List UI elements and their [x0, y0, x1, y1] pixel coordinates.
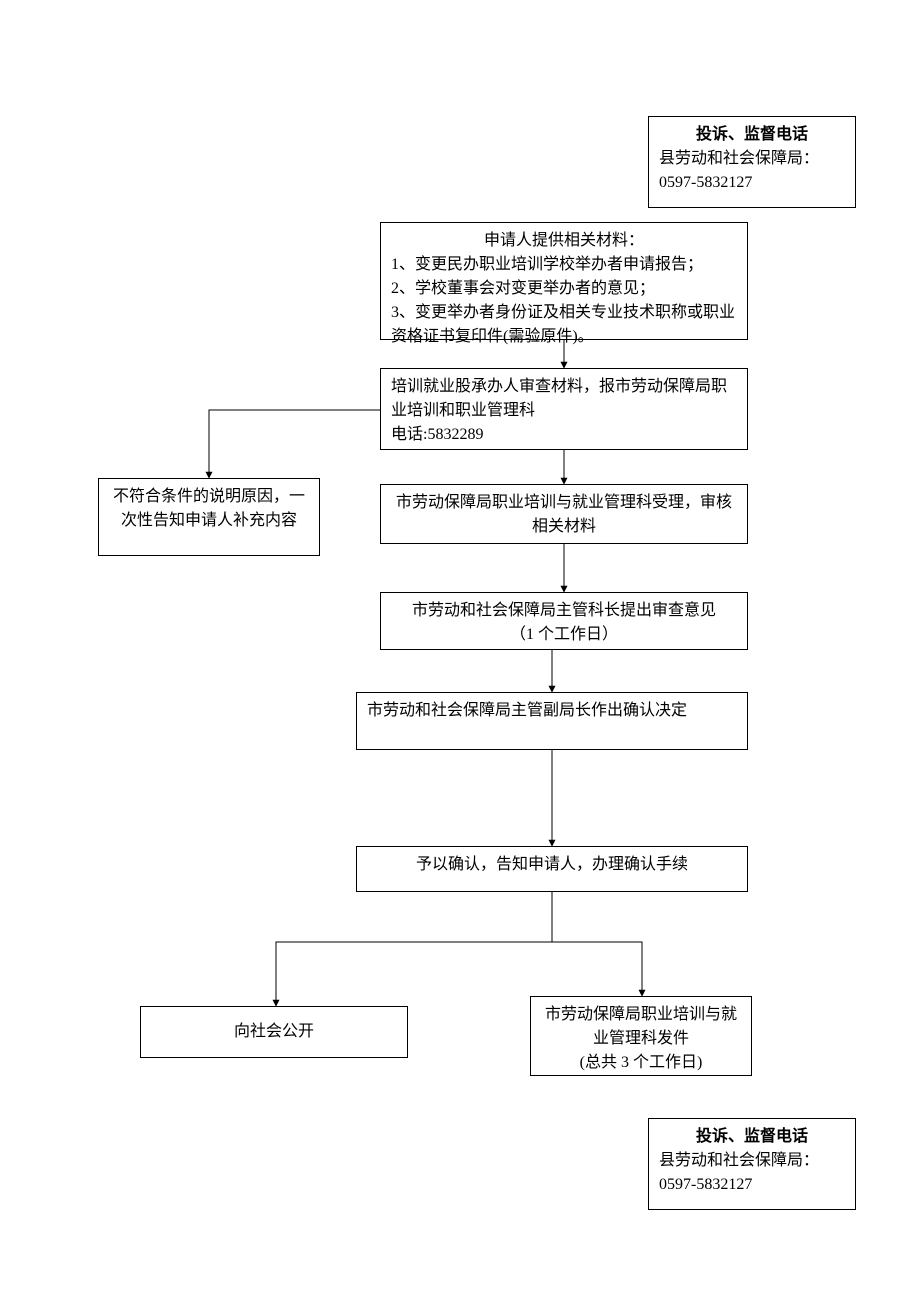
n3-l1: 不符合条件的说明原因，一次性告知申请人补充内容: [109, 485, 309, 533]
contact-top-line1: 县劳动和社会保障局：: [659, 147, 845, 171]
contact-bottom-line1: 县劳动和社会保障局：: [659, 1149, 845, 1173]
node-reject-notify: 不符合条件的说明原因，一次性告知申请人补充内容: [98, 478, 320, 556]
flowchart-canvas: 投诉、监督电话 县劳动和社会保障局： 0597-5832127 申请人提供相关材…: [0, 0, 920, 1302]
node-issue-document: 市劳动保障局职业培训与就业管理科发件 (总共 3 个工作日): [530, 996, 752, 1076]
node-deputy-director-decision: 市劳动和社会保障局主管副局长作出确认决定: [356, 692, 748, 750]
n2-l2: 电话:5832289: [391, 423, 737, 447]
contact-bottom-line2: 0597-5832127: [659, 1173, 845, 1197]
n9-l2: (总共 3 个工作日): [541, 1051, 741, 1075]
contact-top-line2: 0597-5832127: [659, 171, 845, 195]
node-publish: 向社会公开: [140, 1006, 408, 1058]
contact-bottom-heading: 投诉、监督电话: [659, 1125, 845, 1149]
n9-l1: 市劳动保障局职业培训与就业管理科发件: [541, 1003, 741, 1051]
contact-box-top: 投诉、监督电话 县劳动和社会保障局： 0597-5832127: [648, 116, 856, 208]
n1-title: 申请人提供相关材料：: [391, 229, 737, 253]
node-confirm-notify: 予以确认，告知申请人，办理确认手续: [356, 846, 748, 892]
node-section-chief-opinion: 市劳动和社会保障局主管科长提出审查意见 （1 个工作日）: [380, 592, 748, 650]
n5-l2: （1 个工作日）: [391, 623, 737, 647]
contact-top-heading: 投诉、监督电话: [659, 123, 845, 147]
n4-l1: 市劳动保障局职业培训与就业管理科受理，审核相关材料: [391, 491, 737, 539]
n1-l2: 2、学校董事会对变更举办者的意见；: [391, 277, 737, 301]
n7-l1: 予以确认，告知申请人，办理确认手续: [367, 853, 737, 877]
n6-l1: 市劳动和社会保障局主管副局长作出确认决定: [367, 699, 737, 723]
n2-l1: 培训就业股承办人审查材料，报市劳动保障局职业培训和职业管理科: [391, 375, 737, 423]
n1-l3: 3、变更举办者身份证及相关专业技术职称或职业资格证书复印件(需验原件)。: [391, 301, 737, 349]
n1-l1: 1、变更民办职业培训学校举办者申请报告；: [391, 253, 737, 277]
contact-box-bottom: 投诉、监督电话 县劳动和社会保障局： 0597-5832127: [648, 1118, 856, 1210]
node-review-submit: 培训就业股承办人审查材料，报市劳动保障局职业培训和职业管理科 电话:583228…: [380, 368, 748, 450]
n8-l1: 向社会公开: [234, 1020, 314, 1044]
node-accept-review: 市劳动保障局职业培训与就业管理科受理，审核相关材料: [380, 484, 748, 544]
node-applicant-materials: 申请人提供相关材料： 1、变更民办职业培训学校举办者申请报告； 2、学校董事会对…: [380, 222, 748, 340]
n5-l1: 市劳动和社会保障局主管科长提出审查意见: [391, 599, 737, 623]
